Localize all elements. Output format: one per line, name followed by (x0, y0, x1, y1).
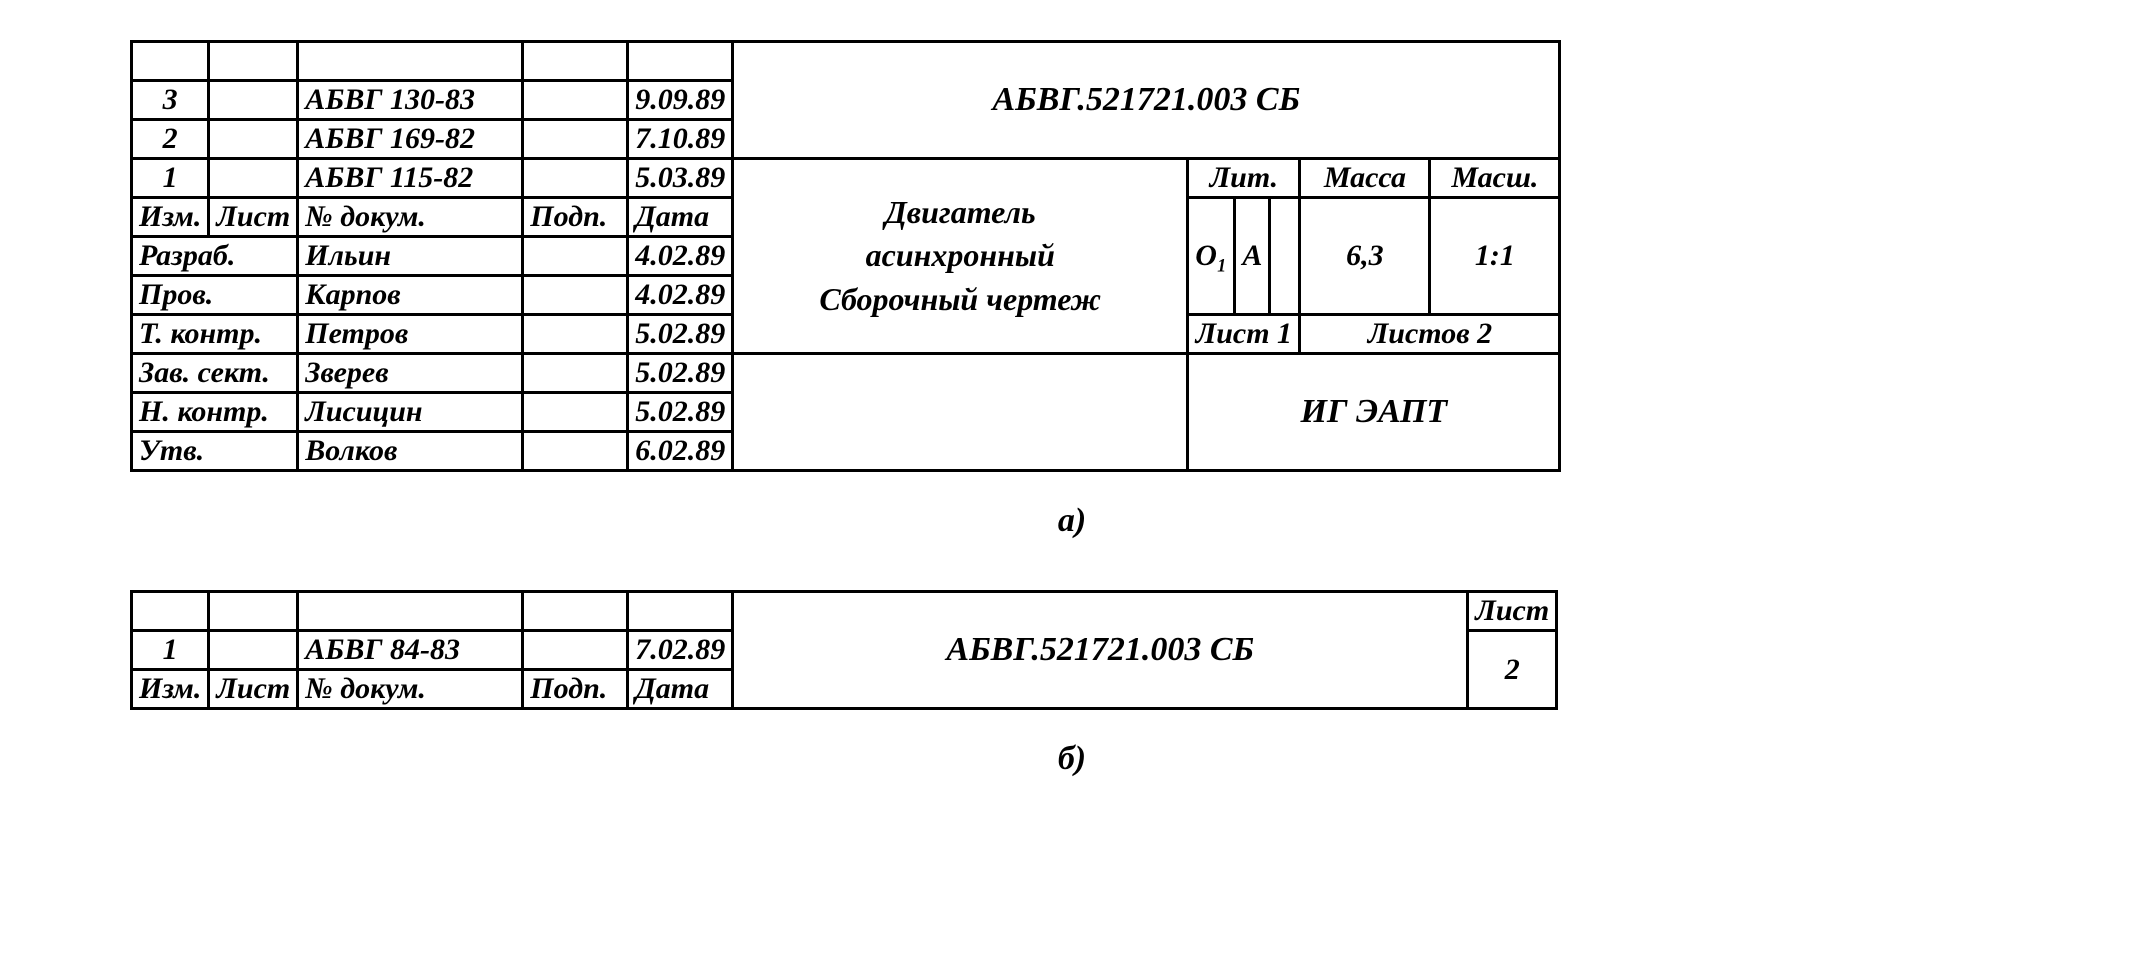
hdr-c4: Подп. (523, 198, 628, 237)
massa-header: Масса (1300, 159, 1430, 198)
tkontr-date: 5.02.89 (628, 315, 733, 354)
prov-date: 4.02.89 (628, 276, 733, 315)
b-empty-c2 (209, 592, 298, 631)
tkontr-label: Т. контр. (132, 315, 298, 354)
rev1-c5: 5.03.89 (628, 159, 733, 198)
lit3 (1270, 198, 1300, 315)
b-rev1-c2 (209, 631, 298, 670)
nkontr-name: Лисицин (298, 393, 523, 432)
caption-a: а) (0, 502, 2144, 540)
organization: ИГ ЭАПТ (1188, 354, 1560, 471)
list: Лист 1 (1188, 315, 1300, 354)
hdr-c1: Изм. (132, 198, 209, 237)
massh-value: 1:1 (1430, 198, 1560, 315)
rev-empty-c1 (132, 42, 209, 81)
b-empty-c4 (523, 592, 628, 631)
lit2: А (1235, 198, 1270, 315)
rev-empty-c3 (298, 42, 523, 81)
b-rev1-c4 (523, 631, 628, 670)
zavsekt-date: 5.02.89 (628, 354, 733, 393)
b-list-hdr: Лист (1468, 592, 1557, 631)
b-rev1-c5: 7.02.89 (628, 631, 733, 670)
lit-header: Лит. (1188, 159, 1300, 198)
b-empty-c1 (132, 592, 209, 631)
drawing-title: Двигатель асинхронный Сборочный чертеж (733, 159, 1188, 354)
b-hdr-c2: Лист (209, 670, 298, 709)
razrab-name: Ильин (298, 237, 523, 276)
b-rev1-c3: АБВГ 84-83 (298, 631, 523, 670)
rev1-c2 (209, 159, 298, 198)
b-list-number: 2 (1468, 631, 1557, 709)
rev-empty-c4 (523, 42, 628, 81)
doc-number: АБВГ.521721.003 СБ (733, 42, 1560, 159)
blank-cell (733, 354, 1188, 471)
razrab-date: 4.02.89 (628, 237, 733, 276)
tkontr-name: Петров (298, 315, 523, 354)
rev3-c2 (209, 81, 298, 120)
hdr-c2: Лист (209, 198, 298, 237)
rev1-c3: АБВГ 115-82 (298, 159, 523, 198)
nkontr-label: Н. контр. (132, 393, 298, 432)
rev2-c5: 7.10.89 (628, 120, 733, 159)
razrab-label: Разраб. (132, 237, 298, 276)
zavsekt-label: Зав. сект. (132, 354, 298, 393)
b-rev1-c1: 1 (132, 631, 209, 670)
utv-sign (523, 432, 628, 471)
rev3-c4 (523, 81, 628, 120)
utv-date: 6.02.89 (628, 432, 733, 471)
zavsekt-name: Зверев (298, 354, 523, 393)
b-hdr-c4: Подп. (523, 670, 628, 709)
hdr-c3: № докум. (298, 198, 523, 237)
titleblock-a: АБВГ.521721.003 СБ 3 АБВГ 130-83 9.09.89… (130, 40, 1561, 472)
lit1: О₁ (1188, 198, 1235, 315)
hdr-c5: Дата (628, 198, 733, 237)
rev2-c4 (523, 120, 628, 159)
rev2-c2 (209, 120, 298, 159)
rev1-c4 (523, 159, 628, 198)
massh-header: Масш. (1430, 159, 1560, 198)
b-hdr-c3: № докум. (298, 670, 523, 709)
prov-name: Карпов (298, 276, 523, 315)
b-hdr-c1: Изм. (132, 670, 209, 709)
zavsekt-sign (523, 354, 628, 393)
razrab-sign (523, 237, 628, 276)
rev3-c1: 3 (132, 81, 209, 120)
titleblock-b: АБВГ.521721.003 СБ Лист 1 АБВГ 84-83 7.0… (130, 590, 1558, 710)
rev2-c3: АБВГ 169-82 (298, 120, 523, 159)
rev3-c5: 9.09.89 (628, 81, 733, 120)
rev-empty-c5 (628, 42, 733, 81)
prov-label: Пров. (132, 276, 298, 315)
rev3-c3: АБВГ 130-83 (298, 81, 523, 120)
prov-sign (523, 276, 628, 315)
b-hdr-c5: Дата (628, 670, 733, 709)
rev1-c1: 1 (132, 159, 209, 198)
rev2-c1: 2 (132, 120, 209, 159)
b-doc-number: АБВГ.521721.003 СБ (733, 592, 1468, 709)
rev-empty-c2 (209, 42, 298, 81)
listov: Листов 2 (1300, 315, 1560, 354)
utv-name: Волков (298, 432, 523, 471)
nkontr-sign (523, 393, 628, 432)
caption-b: б) (0, 740, 2144, 778)
tkontr-sign (523, 315, 628, 354)
b-empty-c3 (298, 592, 523, 631)
b-empty-c5 (628, 592, 733, 631)
nkontr-date: 5.02.89 (628, 393, 733, 432)
utv-label: Утв. (132, 432, 298, 471)
massa-value: 6,3 (1300, 198, 1430, 315)
